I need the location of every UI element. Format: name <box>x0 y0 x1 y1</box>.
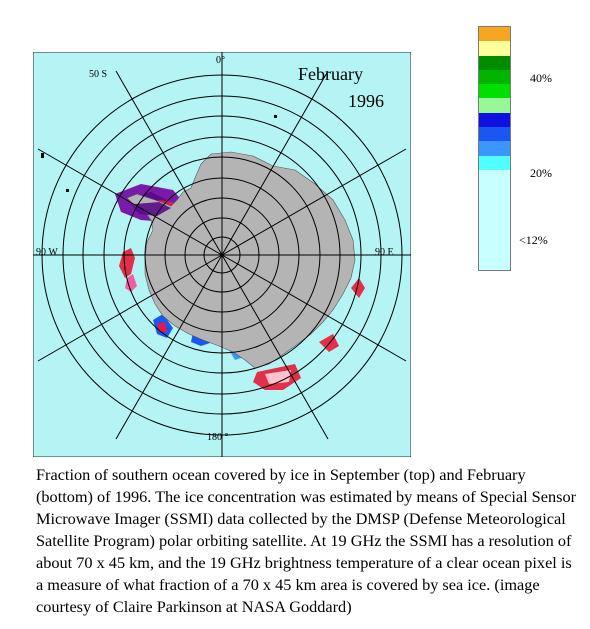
legend-tick-20: 20% <box>530 166 552 180</box>
figure-caption: Fraction of southern ocean covered by ic… <box>36 465 576 616</box>
legend-swatch <box>479 141 510 156</box>
legend-swatch <box>479 169 510 271</box>
longitude-label-90w: 90 W <box>36 247 58 258</box>
legend-tick-12: <12% <box>519 233 548 247</box>
legend-swatch <box>479 112 510 128</box>
antarctica-landmass <box>126 151 356 369</box>
legend-swatch <box>479 98 510 113</box>
legend-swatch <box>479 55 510 70</box>
latitude-label-50s: 50 S <box>89 69 108 80</box>
legend-swatch <box>479 41 510 56</box>
map-year-title: 1996 <box>348 91 384 111</box>
legend-swatch <box>479 84 510 99</box>
longitude-label-90e: 90 E <box>375 247 394 258</box>
legend-swatch <box>479 27 510 42</box>
legend-swatch <box>479 127 510 142</box>
longitude-label-180: 180 ° <box>207 432 229 443</box>
antarctic-sea-ice-map <box>33 52 411 457</box>
longitude-label-0: 0° <box>216 55 225 66</box>
legend-tick-40: 40% <box>530 71 552 85</box>
ice-concentration-legend <box>478 26 511 271</box>
legend-swatch <box>479 155 510 170</box>
map-month-title: February <box>298 64 363 84</box>
legend-swatch <box>479 69 510 85</box>
